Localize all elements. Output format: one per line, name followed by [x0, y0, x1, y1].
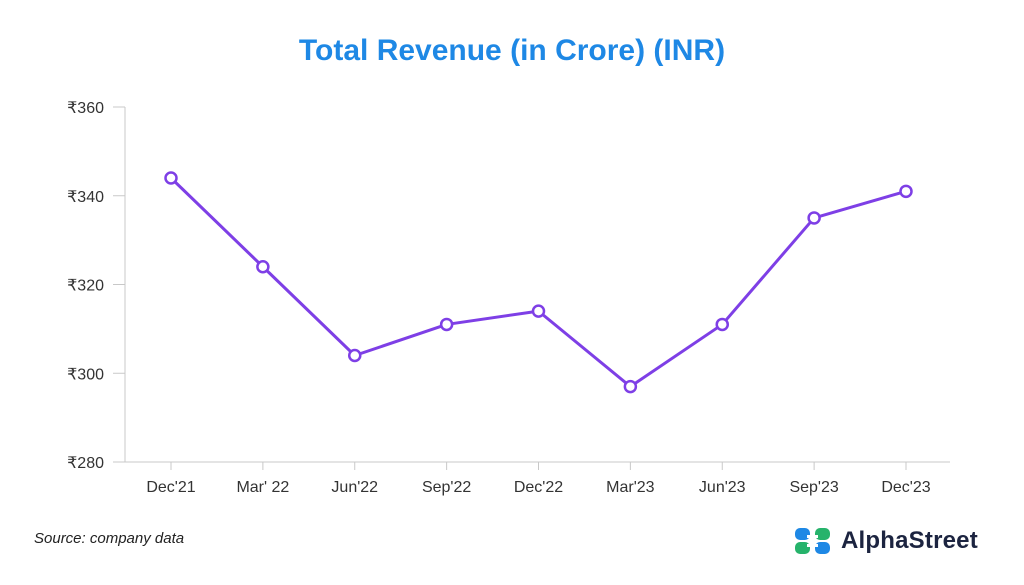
y-tick-label: ₹280 — [67, 455, 104, 472]
x-tick-label: Mar' 22 — [236, 479, 289, 496]
x-axis: Dec'21 Mar' 22 Jun'22 Sep'22 Dec'22 Mar'23 Jun… — [125, 461, 950, 496]
y-tick-label: ₹360 — [67, 100, 104, 117]
data-point — [531, 304, 546, 318]
y-tick-label: ₹340 — [67, 189, 104, 206]
x-tick-label: Jun'23 — [699, 479, 746, 496]
series-line — [169, 176, 907, 389]
x-tick-label: Dec'23 — [881, 479, 930, 496]
data-point — [256, 260, 270, 274]
data-point — [164, 171, 178, 185]
x-tick-label: Dec'21 — [146, 479, 195, 496]
x-tick-label: Dec'22 — [514, 479, 563, 496]
y-tick-label: ₹300 — [67, 366, 104, 383]
alphastreet-logo-icon — [795, 528, 830, 554]
x-tick-label: Mar'23 — [606, 479, 655, 496]
data-point — [807, 211, 821, 225]
data-point — [899, 184, 913, 199]
data-point — [715, 317, 729, 332]
chart-title: Total Revenue (in Crore) (INR) — [298, 34, 726, 67]
x-tick-label: Jun'22 — [331, 479, 378, 496]
data-point — [623, 379, 638, 394]
data-point — [348, 348, 362, 363]
brand-logo: AlphaStreet — [795, 524, 978, 558]
x-tick-label: Sep'23 — [789, 479, 838, 496]
x-tick-label: Sep'22 — [422, 479, 471, 496]
series-total-revenue — [164, 171, 913, 394]
source-note: Source: company data — [34, 530, 185, 547]
y-axis: ₹280 ₹300 ₹320 ₹340 ₹360 — [67, 100, 126, 472]
data-point — [439, 317, 454, 332]
brand-name: AlphaStreet — [841, 527, 978, 554]
y-tick-label: ₹320 — [67, 278, 104, 295]
